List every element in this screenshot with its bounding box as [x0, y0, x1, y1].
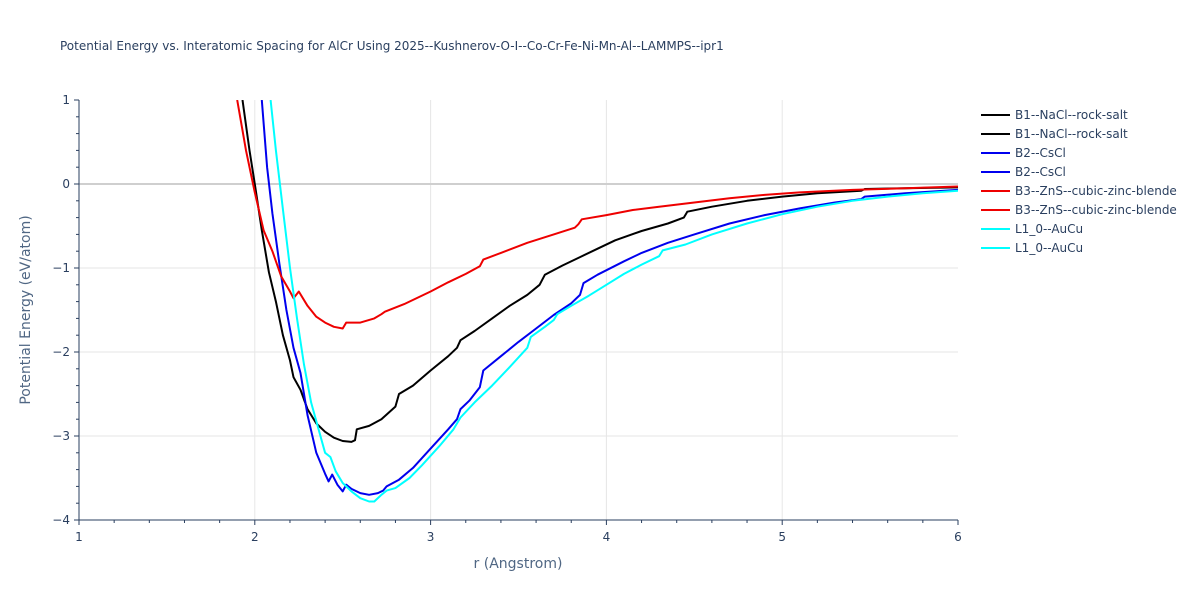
x-tick-label: 2 [251, 530, 259, 544]
y-tick-label: 0 [62, 177, 70, 191]
series-line-2 [260, 100, 958, 496]
legend-label: B1--NaCl--rock-salt [1015, 108, 1128, 122]
x-tick-label: 3 [427, 530, 435, 544]
y-tick-label: −2 [52, 345, 70, 359]
legend-label: L1_0--AuCu [1015, 222, 1083, 236]
axes-layer: 1 2 3 4 5 6 1 0 −1 −2 −3 −4 [52, 93, 962, 544]
legend-label: B3--ZnS--cubic-zinc-blende [1015, 184, 1177, 198]
series-line-4 [236, 100, 958, 330]
legend-label: L1_0--AuCu [1015, 241, 1083, 255]
y-tick-label: 1 [62, 93, 70, 107]
x-tick-label: 5 [778, 530, 786, 544]
x-tick-label: 4 [603, 530, 611, 544]
y-tick-label: −1 [52, 261, 70, 275]
legend-item[interactable]: L1_0--AuCu [981, 241, 1083, 255]
series-line-0 [241, 100, 958, 443]
x-axis-title: r (Angstrom) [474, 556, 563, 572]
legend-item[interactable]: B2--CsCl [981, 146, 1066, 160]
y-axis-title: Potential Energy (eV/atom) [18, 215, 34, 404]
plot-area [236, 100, 958, 503]
series-line-6 [269, 100, 958, 503]
y-tick-label: −4 [52, 513, 70, 527]
legend-item[interactable]: L1_0--AuCu [981, 222, 1083, 236]
legend-item[interactable]: B1--NaCl--rock-salt [981, 127, 1128, 141]
legend-item[interactable]: B2--CsCl [981, 165, 1066, 179]
legend-label: B2--CsCl [1015, 146, 1066, 160]
grid-layer [79, 100, 958, 520]
chart-title: Potential Energy vs. Interatomic Spacing… [60, 39, 724, 53]
legend-label: B2--CsCl [1015, 165, 1066, 179]
legend-label: B3--ZnS--cubic-zinc-blende [1015, 203, 1177, 217]
legend-label: B1--NaCl--rock-salt [1015, 127, 1128, 141]
series-layer [236, 100, 958, 503]
y-tick-label: −3 [52, 429, 70, 443]
legend[interactable]: B1--NaCl--rock-salt B1--NaCl--rock-salt B2… [981, 108, 1177, 255]
legend-item[interactable]: B3--ZnS--cubic-zinc-blende [981, 203, 1177, 217]
x-tick-label: 6 [954, 530, 962, 544]
x-tick-label: 1 [75, 530, 83, 544]
legend-item[interactable]: B3--ZnS--cubic-zinc-blende [981, 184, 1177, 198]
legend-item[interactable]: B1--NaCl--rock-salt [981, 108, 1128, 122]
